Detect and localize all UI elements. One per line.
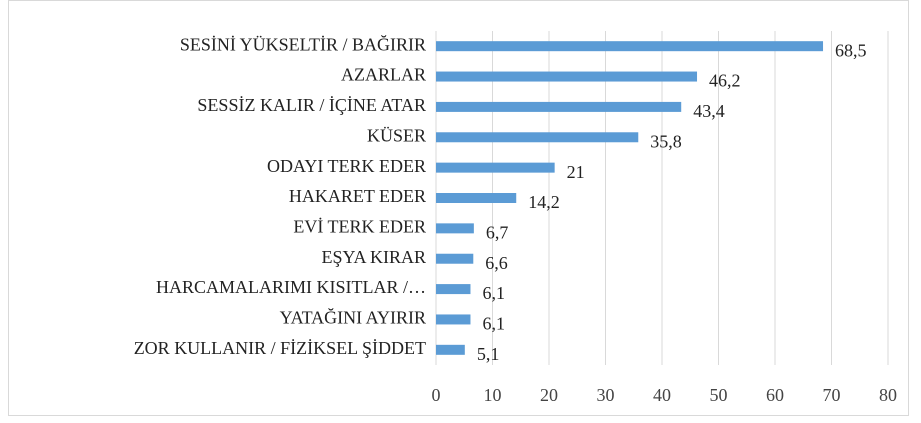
y-tick-label: SESSİZ KALIR / İÇİNE ATAR — [197, 95, 426, 115]
y-tick-label: EŞYA KIRAR — [321, 247, 426, 267]
x-tick-label: 30 — [597, 385, 615, 405]
bar — [436, 284, 471, 295]
x-tick-label: 10 — [484, 385, 502, 405]
value-label: 6,7 — [486, 222, 509, 242]
x-tick-label: 80 — [879, 385, 897, 405]
y-tick-label: SESİNİ YÜKSELTİR / BAĞIRIR — [180, 33, 426, 54]
bar — [436, 344, 465, 355]
y-tick-label: YATAĞINI AYIRIR — [280, 307, 426, 328]
bar — [436, 314, 471, 325]
value-label: 6,1 — [482, 314, 505, 334]
value-label: 5,1 — [477, 344, 500, 364]
bar — [436, 132, 639, 143]
value-label: 21 — [567, 162, 585, 182]
chart-border — [8, 0, 909, 416]
bar — [436, 193, 517, 203]
value-label: 35,8 — [650, 131, 682, 151]
x-tick-label: 20 — [540, 385, 558, 405]
y-tick-label: HARCAMALARIMI KISITLAR /… — [156, 277, 426, 297]
y-tick-label: AZARLAR — [341, 65, 426, 85]
value-label: 6,1 — [482, 283, 505, 303]
bar — [436, 101, 682, 112]
value-label: 14,2 — [528, 192, 560, 212]
value-label: 68,5 — [835, 40, 867, 60]
y-tick-label: ODAYI TERK EDER — [267, 156, 426, 176]
x-tick-label: 60 — [766, 385, 784, 405]
x-tick-label: 0 — [432, 385, 441, 405]
bar — [436, 41, 824, 52]
value-label: 43,4 — [693, 101, 725, 121]
y-tick-label: HAKARET EDER — [289, 186, 426, 206]
x-tick-label: 50 — [710, 385, 728, 405]
bar — [436, 71, 698, 82]
value-label: 46,2 — [709, 71, 741, 91]
bar — [436, 162, 555, 173]
x-tick-label: 70 — [823, 385, 841, 405]
x-tick-label: 40 — [653, 385, 671, 405]
y-tick-label: ZOR KULLANIR / FİZİKSEL ŞİDDET — [134, 338, 426, 358]
value-label: 6,6 — [485, 253, 508, 273]
y-tick-label: EVİ TERK EDER — [293, 216, 426, 236]
bar — [436, 223, 474, 234]
bar — [436, 253, 474, 264]
y-tick-label: KÜSER — [367, 125, 426, 145]
